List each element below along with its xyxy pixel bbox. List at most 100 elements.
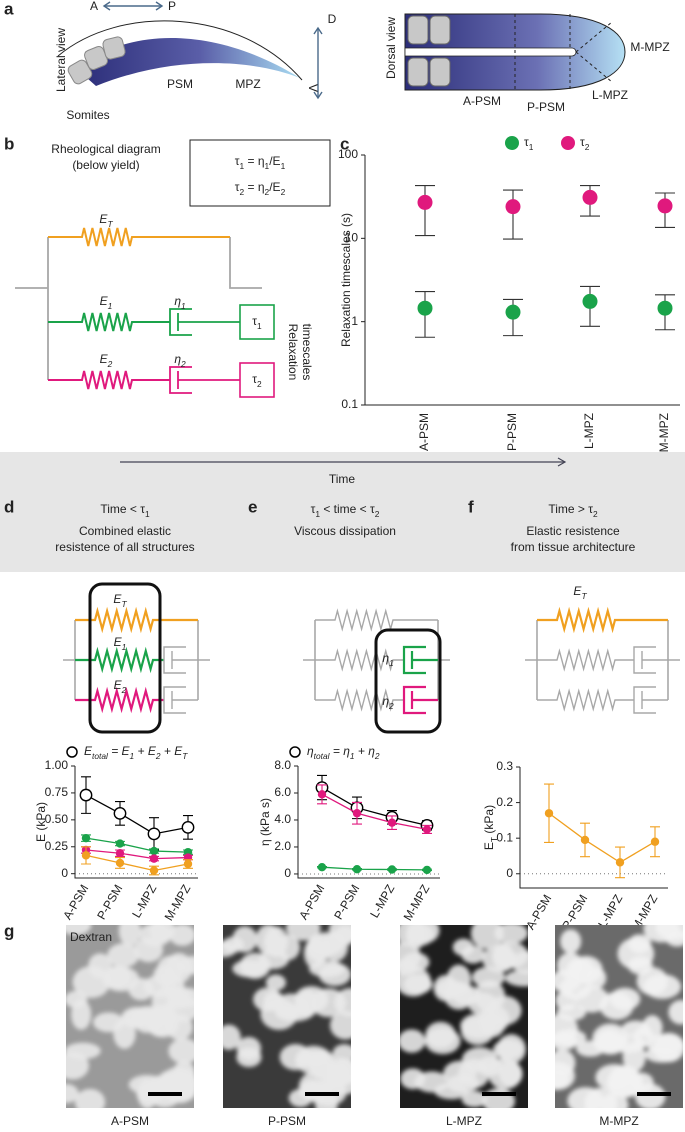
text-segment: τ xyxy=(252,372,257,386)
cell xyxy=(223,940,237,958)
text-segment: 1 xyxy=(350,751,355,761)
text-segment: (kPa) xyxy=(482,805,496,837)
cell xyxy=(168,1038,194,1064)
axis-line xyxy=(364,155,680,406)
text-segment: 1 xyxy=(145,509,150,519)
text-segment: 1 xyxy=(389,658,394,668)
y-tick-label: 0.1 xyxy=(341,397,358,411)
legend-marker xyxy=(561,136,575,150)
legend-marker xyxy=(66,746,78,758)
cell xyxy=(265,974,286,991)
legend-label: ηtotal = η1 + η2 xyxy=(307,744,380,761)
arrow-head xyxy=(313,26,323,100)
text-segment: /E xyxy=(269,180,280,194)
data-point xyxy=(81,851,91,860)
cells xyxy=(66,925,194,1108)
text-segment: E xyxy=(573,584,582,598)
text-segment: E xyxy=(100,352,109,366)
data-point xyxy=(657,198,673,214)
text-segment: T xyxy=(121,599,127,609)
x-tick-label: M-MPZ xyxy=(657,413,671,452)
region-label: L-MPZ xyxy=(592,88,628,102)
x-tick-label: P-PSM xyxy=(331,882,362,922)
data-point xyxy=(422,865,432,875)
spring xyxy=(315,648,404,672)
data-point xyxy=(422,825,432,834)
midline xyxy=(404,47,577,57)
cell xyxy=(446,1074,480,1093)
spring-label: ET xyxy=(99,212,113,229)
panel-letter: d xyxy=(4,497,14,516)
image-label: M-MPZ xyxy=(599,1114,638,1128)
text-segment: E xyxy=(99,212,108,226)
cell xyxy=(599,991,634,1020)
series-line xyxy=(85,794,189,835)
somite xyxy=(429,57,451,87)
text-segment: 2 xyxy=(388,701,394,711)
cell xyxy=(107,943,140,968)
text-segment: 2 xyxy=(121,685,127,695)
y-axis-label: η (kPa s) xyxy=(258,798,272,846)
data-point xyxy=(352,809,362,818)
stain-label: Dextran xyxy=(70,930,112,944)
data-point xyxy=(505,199,521,215)
y-tick-label: 6.0 xyxy=(274,785,291,799)
y-axis-label: ET (kPa) xyxy=(482,805,499,850)
text-segment: 1 xyxy=(257,321,262,331)
y-tick-label: 100 xyxy=(338,147,358,161)
element-label: η1 xyxy=(382,651,393,668)
text-segment: 1 xyxy=(122,642,127,652)
cell xyxy=(66,925,92,936)
data-point xyxy=(582,293,598,309)
x-tick-label: A-PSM xyxy=(60,882,91,922)
element-label: E2 xyxy=(114,678,127,695)
panel-letter: c xyxy=(340,134,349,153)
text-segment: T xyxy=(107,219,113,229)
somite xyxy=(102,36,126,60)
view-label: Dorsal view xyxy=(384,17,398,79)
x-tick-label: L-MPZ xyxy=(367,882,397,920)
axis-label: D xyxy=(328,12,337,26)
spring xyxy=(537,606,668,634)
spring xyxy=(75,606,198,634)
error-bar xyxy=(415,184,435,237)
cell xyxy=(576,1040,605,1057)
axis-label: V xyxy=(306,84,320,92)
error-bar xyxy=(503,189,523,240)
somite xyxy=(407,15,429,45)
text-segment: < time < τ xyxy=(320,502,375,516)
series-line xyxy=(321,787,428,827)
somite xyxy=(407,57,429,87)
image-label: A-PSM xyxy=(111,1114,149,1128)
y-tick-label: 0.1 xyxy=(496,830,513,844)
data-point xyxy=(505,304,521,320)
text-segment: τ xyxy=(580,135,585,149)
element-label: ET xyxy=(113,592,127,609)
text-segment: T xyxy=(581,591,587,601)
formula-box xyxy=(189,139,331,207)
y-tick-label: 0.3 xyxy=(496,759,513,773)
x-tick-label: L-MPZ xyxy=(582,413,596,449)
text-segment: E xyxy=(114,678,123,692)
micrograph xyxy=(555,925,683,1108)
axis-line xyxy=(297,766,440,879)
data-point xyxy=(544,809,554,818)
cell xyxy=(329,1011,351,1040)
data-point xyxy=(149,866,159,875)
cell xyxy=(71,999,92,1030)
description: Combined elastic xyxy=(79,524,171,538)
cell xyxy=(303,937,327,969)
panel-letter: f xyxy=(468,497,474,516)
description: from tissue architecture xyxy=(511,540,636,554)
region-label: PSM xyxy=(167,77,193,91)
text-segment: 1 xyxy=(529,142,534,152)
cell xyxy=(149,925,175,943)
x-tick-label: L-MPZ xyxy=(129,882,159,920)
psm-lateral xyxy=(78,38,300,86)
text-segment: = η xyxy=(330,744,351,758)
spring xyxy=(48,370,170,390)
diagram-title: (below yield) xyxy=(72,158,139,172)
dashpot-label: η2 xyxy=(174,352,186,369)
cell xyxy=(134,937,164,963)
x-tick-label: P-PSM xyxy=(505,413,519,451)
